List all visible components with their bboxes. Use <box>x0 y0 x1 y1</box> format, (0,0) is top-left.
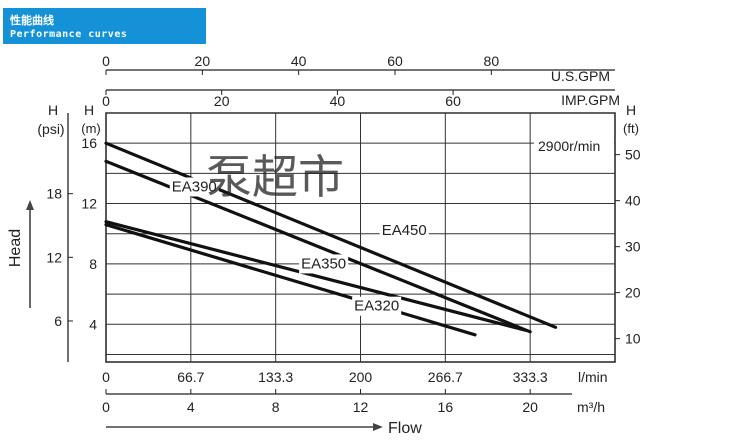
series-label-ea450: EA450 <box>382 222 427 239</box>
series-line-ea350 <box>104 220 528 332</box>
x-bottom-lmin-unit: l/min <box>578 369 608 385</box>
y-left-outer-unit: (psi) <box>37 121 64 137</box>
psi-tick-label: 18 <box>46 186 62 202</box>
series-label-ea350: EA350 <box>301 255 346 272</box>
impgpm-tick-label: 60 <box>445 93 461 109</box>
x-top-impgpm-unit: IMP.GPM <box>561 92 620 108</box>
m3h-tick-label: 16 <box>438 399 454 415</box>
series-label-ea320: EA320 <box>354 298 399 315</box>
usgpm-tick-label: 80 <box>484 53 500 69</box>
usgpm-tick-label: 0 <box>102 53 110 69</box>
series-label-bg <box>352 296 402 316</box>
header-title-cn: 性能曲线 <box>10 15 54 27</box>
x-top-usgpm-unit: U.S.GPM <box>551 68 610 84</box>
speed-label: 2900r/min <box>538 138 600 154</box>
m3h-tick-label: 8 <box>272 399 280 415</box>
head-arrow-head <box>26 200 34 210</box>
psi-tick-label: 6 <box>54 313 62 329</box>
m-tick-label: 16 <box>81 135 97 151</box>
flow-arrow-head <box>373 423 383 431</box>
m3h-tick-label: 12 <box>353 399 369 415</box>
tick-labels: 0 20 40 60 80 0 20 40 60 0 66.7 133.3 200 266.7 333.3 0… <box>46 53 640 415</box>
m3h-tick-label: 20 <box>522 399 538 415</box>
series-line-ea320 <box>104 223 477 337</box>
y-right-unit: (ft) <box>623 121 639 136</box>
lmin-tick-label: 0 <box>102 369 110 385</box>
y-right-label: H <box>626 102 636 118</box>
series-label-bg <box>299 254 349 274</box>
lmin-tick-label: 200 <box>349 369 373 385</box>
watermark: 泵超市 <box>206 151 344 203</box>
m3h-tick-label: 0 <box>102 399 110 415</box>
chart-grid <box>67 69 620 395</box>
impgpm-tick-label: 40 <box>330 93 346 109</box>
usgpm-tick-label: 60 <box>387 53 403 69</box>
series-label-bg <box>169 177 219 197</box>
head-axis-title: Head <box>7 229 24 267</box>
ft-tick-label: 40 <box>625 193 641 209</box>
usgpm-tick-label: 40 <box>291 53 307 69</box>
series-layer: EA450 EA390 EA350 EA320 <box>104 141 558 337</box>
header-banner: 性能曲线 Performance curves <box>3 8 206 44</box>
series-label-ea390: EA390 <box>172 178 217 195</box>
m-tick-label: 8 <box>89 256 97 272</box>
y-left-outer-label: H <box>48 102 58 118</box>
m-tick-label: 4 <box>89 316 97 332</box>
lmin-tick-label: 133.3 <box>258 369 293 385</box>
axis-arrows <box>26 200 383 431</box>
ft-tick-label: 30 <box>625 239 641 255</box>
lmin-tick-label: 333.3 <box>513 369 548 385</box>
flow-axis-title: Flow <box>388 420 422 437</box>
impgpm-tick-label: 0 <box>102 93 110 109</box>
series-label-bg <box>379 221 429 241</box>
usgpm-tick-label: 20 <box>195 53 211 69</box>
lmin-tick-label: 266.7 <box>428 369 463 385</box>
speed-label-bg <box>534 136 614 156</box>
ft-tick-label: 50 <box>625 147 641 163</box>
ft-tick-label: 10 <box>625 331 641 347</box>
m3h-tick-label: 4 <box>187 399 195 415</box>
psi-tick-label: 12 <box>46 249 62 265</box>
ft-tick-label: 20 <box>625 285 641 301</box>
x-bottom-m3h-unit: m³/h <box>577 399 605 415</box>
lmin-tick-label: 66.7 <box>177 369 204 385</box>
y-left-inner-label: H <box>84 102 94 118</box>
m-tick-label: 12 <box>81 196 97 212</box>
y-left-inner-unit: (m) <box>81 121 101 136</box>
impgpm-tick-label: 20 <box>214 93 230 109</box>
series-line-ea450 <box>104 141 558 329</box>
header-title-en: Performance curves <box>10 29 128 40</box>
